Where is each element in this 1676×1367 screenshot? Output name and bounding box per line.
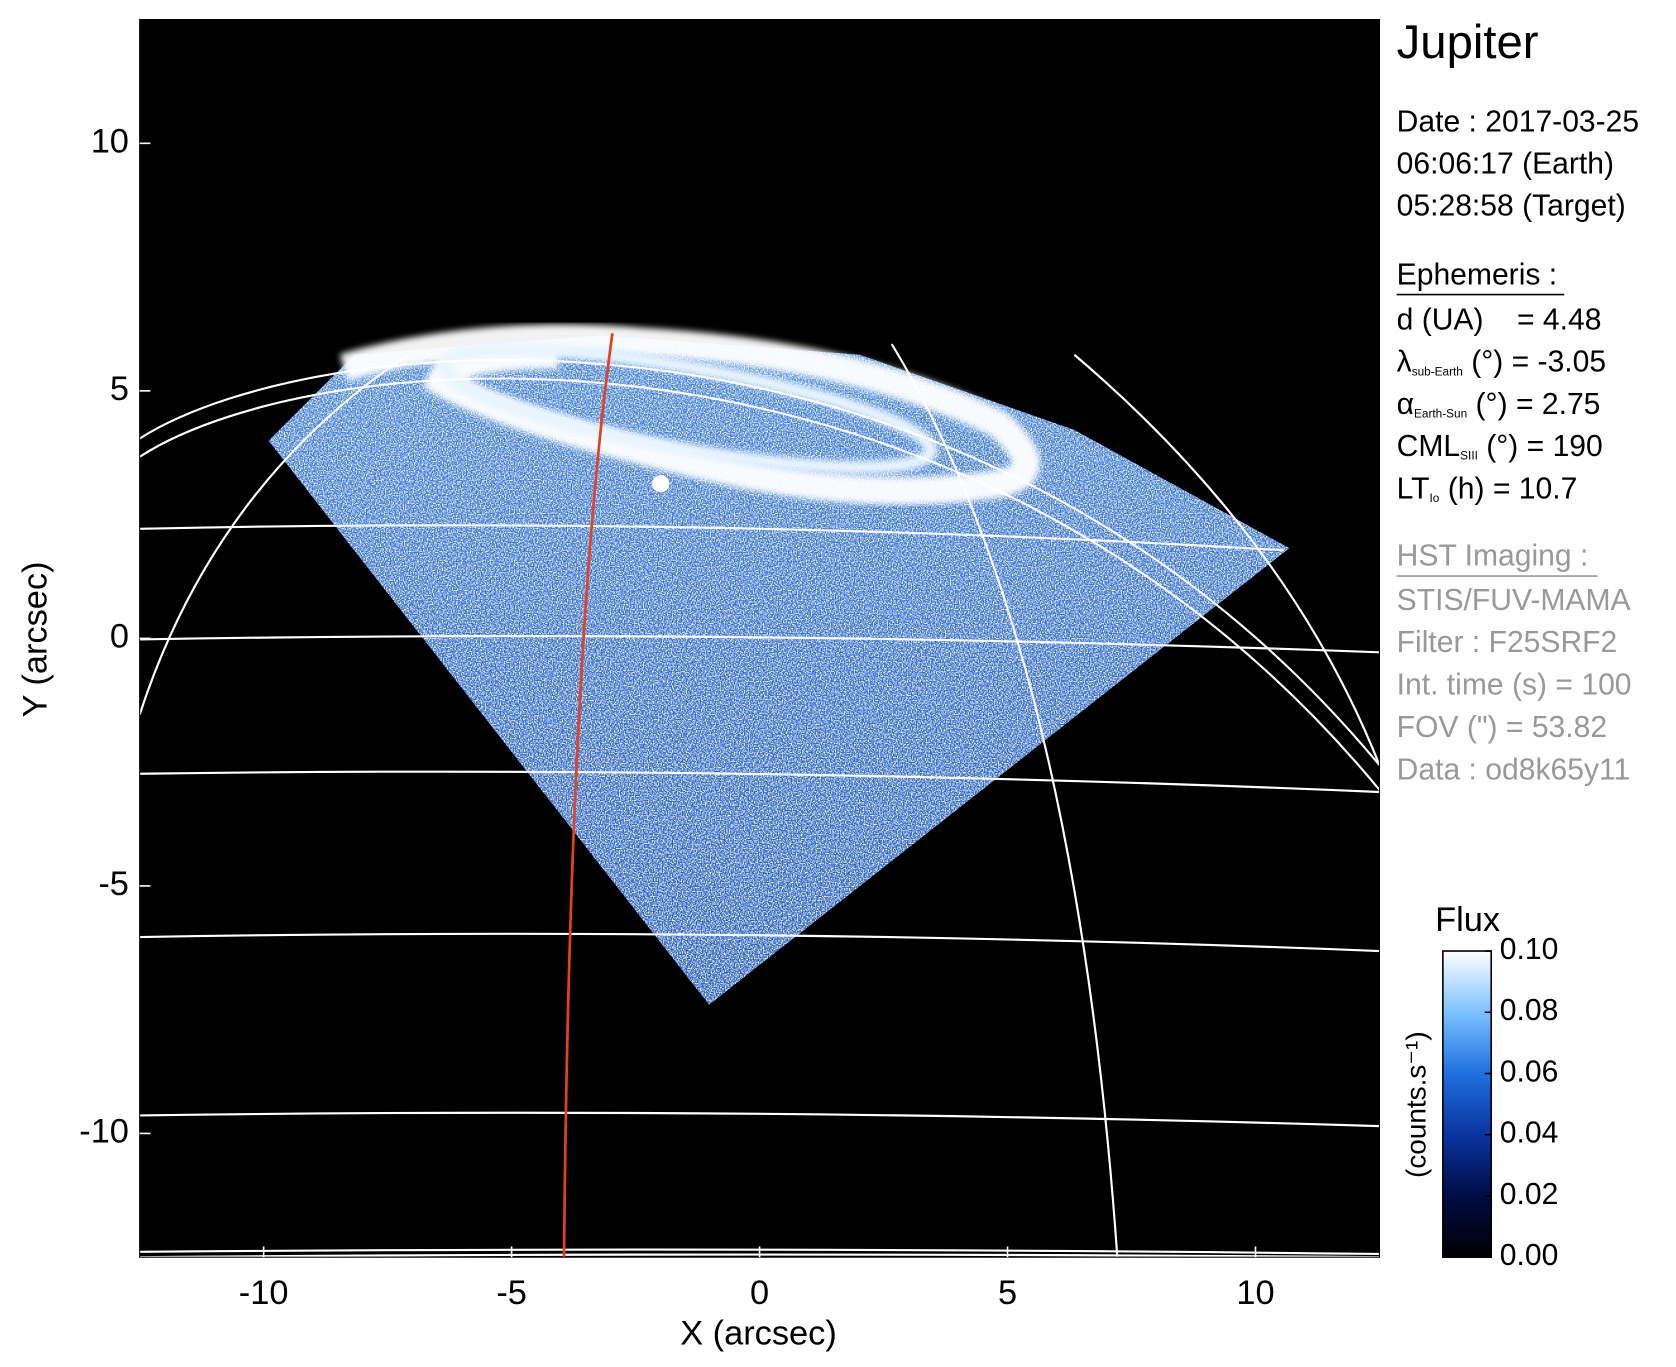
ephemeris-subscript: Io bbox=[1430, 491, 1440, 505]
y-axis-label: Y (arcsec) bbox=[17, 561, 55, 717]
ephemeris-value: (°) = -3.05 bbox=[1463, 346, 1606, 379]
colorbar-title: Flux bbox=[1435, 901, 1500, 939]
colorbar bbox=[1442, 950, 1493, 1259]
imaging-line: FOV (") = 53.82 bbox=[1397, 711, 1607, 744]
colorbar-label: (counts.s⁻¹) bbox=[1401, 1031, 1432, 1178]
y-tick-label: -10 bbox=[79, 1113, 129, 1151]
ephemeris-heading: Ephemeris : bbox=[1397, 258, 1557, 291]
x-tick-label: 5 bbox=[998, 1274, 1017, 1312]
imaging-line: Int. time (s) = 100 bbox=[1397, 669, 1632, 702]
ephemeris-subscript: Earth-Sun bbox=[1414, 407, 1467, 421]
ephemeris-row: d (UA) = 4.48 bbox=[1397, 303, 1602, 336]
ephemeris-symbol: LT bbox=[1397, 472, 1430, 505]
colorbar-tick-label: 0.02 bbox=[1500, 1178, 1559, 1211]
ephemeris-subscript: SIII bbox=[1460, 449, 1478, 463]
longitude-line bbox=[890, 343, 1119, 1258]
imaging-line: STIS/FUV-MAMA bbox=[1397, 584, 1631, 617]
latitude-line bbox=[139, 1248, 1380, 1256]
latitude-line bbox=[139, 1111, 1380, 1128]
ephemeris-symbol: d (UA) = 4.48 bbox=[1397, 303, 1602, 336]
colorbar-tick-label: 0.08 bbox=[1500, 994, 1559, 1027]
ephemeris-subscript: sub-Earth bbox=[1412, 364, 1463, 378]
panel-title: Jupiter bbox=[1397, 16, 1539, 69]
aurora-inner bbox=[437, 343, 938, 474]
aurora-spot bbox=[652, 475, 670, 493]
ephemeris-symbol: λ bbox=[1397, 346, 1412, 379]
x-axis-label: X (arcsec) bbox=[680, 1315, 837, 1353]
ephemeris-value: (°) = 2.75 bbox=[1467, 388, 1600, 421]
ephemeris-value: (h) = 10.7 bbox=[1439, 472, 1577, 505]
date-line: 05:28:58 (Target) bbox=[1397, 190, 1626, 223]
ephemeris-row: αEarth-Sun (°) = 2.75 bbox=[1397, 388, 1601, 421]
latitude-line bbox=[139, 770, 1380, 794]
latitude-line bbox=[139, 524, 1284, 552]
colorbar-tick-label: 0.04 bbox=[1500, 1117, 1559, 1150]
imaging-line: Data : od8k65y11 bbox=[1397, 754, 1631, 787]
imaging-heading: HST Imaging : bbox=[1397, 540, 1589, 573]
ephemeris-symbol: α bbox=[1397, 388, 1414, 421]
y-tick-label: 0 bbox=[110, 617, 129, 655]
colorbar-tick-label: 0.00 bbox=[1500, 1239, 1559, 1272]
ephemeris-value: (°) = 190 bbox=[1478, 430, 1603, 463]
ephemeris-row: λsub-Earth (°) = -3.05 bbox=[1397, 346, 1606, 379]
date-line: Date : 2017-03-25 bbox=[1397, 106, 1639, 139]
y-tick-label: -5 bbox=[98, 865, 129, 903]
y-tick-label: 5 bbox=[110, 370, 129, 408]
x-tick-label: 0 bbox=[750, 1274, 769, 1312]
x-tick-label: 10 bbox=[1236, 1274, 1274, 1312]
ephemeris-row: LTIo (h) = 10.7 bbox=[1397, 472, 1578, 505]
longitude-line bbox=[139, 353, 409, 715]
limb bbox=[139, 377, 1380, 791]
ephemeris-symbol: CML bbox=[1397, 430, 1461, 463]
longitude-line bbox=[1073, 353, 1380, 766]
x-tick-label: -5 bbox=[496, 1274, 527, 1312]
latitude-line bbox=[139, 932, 1380, 953]
sub-earth-meridian bbox=[562, 333, 614, 1258]
colorbar-tick-label: 0.10 bbox=[1500, 933, 1559, 966]
colorbar-tick-label: 0.06 bbox=[1500, 1055, 1559, 1088]
y-tick-label: 10 bbox=[91, 122, 129, 160]
ephemeris-row: CMLSIII (°) = 190 bbox=[1397, 430, 1603, 463]
latitude-line bbox=[139, 1253, 1380, 1258]
date-line: 06:06:17 (Earth) bbox=[1397, 148, 1614, 181]
limb bbox=[139, 358, 1380, 766]
image bbox=[139, 324, 1380, 1258]
image-noise bbox=[268, 335, 1290, 1005]
latitude-line bbox=[139, 635, 1380, 654]
x-tick-label: -10 bbox=[239, 1274, 289, 1312]
imaging-line: Filter : F25SRF2 bbox=[1397, 626, 1618, 659]
planet-grid bbox=[139, 343, 1380, 1258]
